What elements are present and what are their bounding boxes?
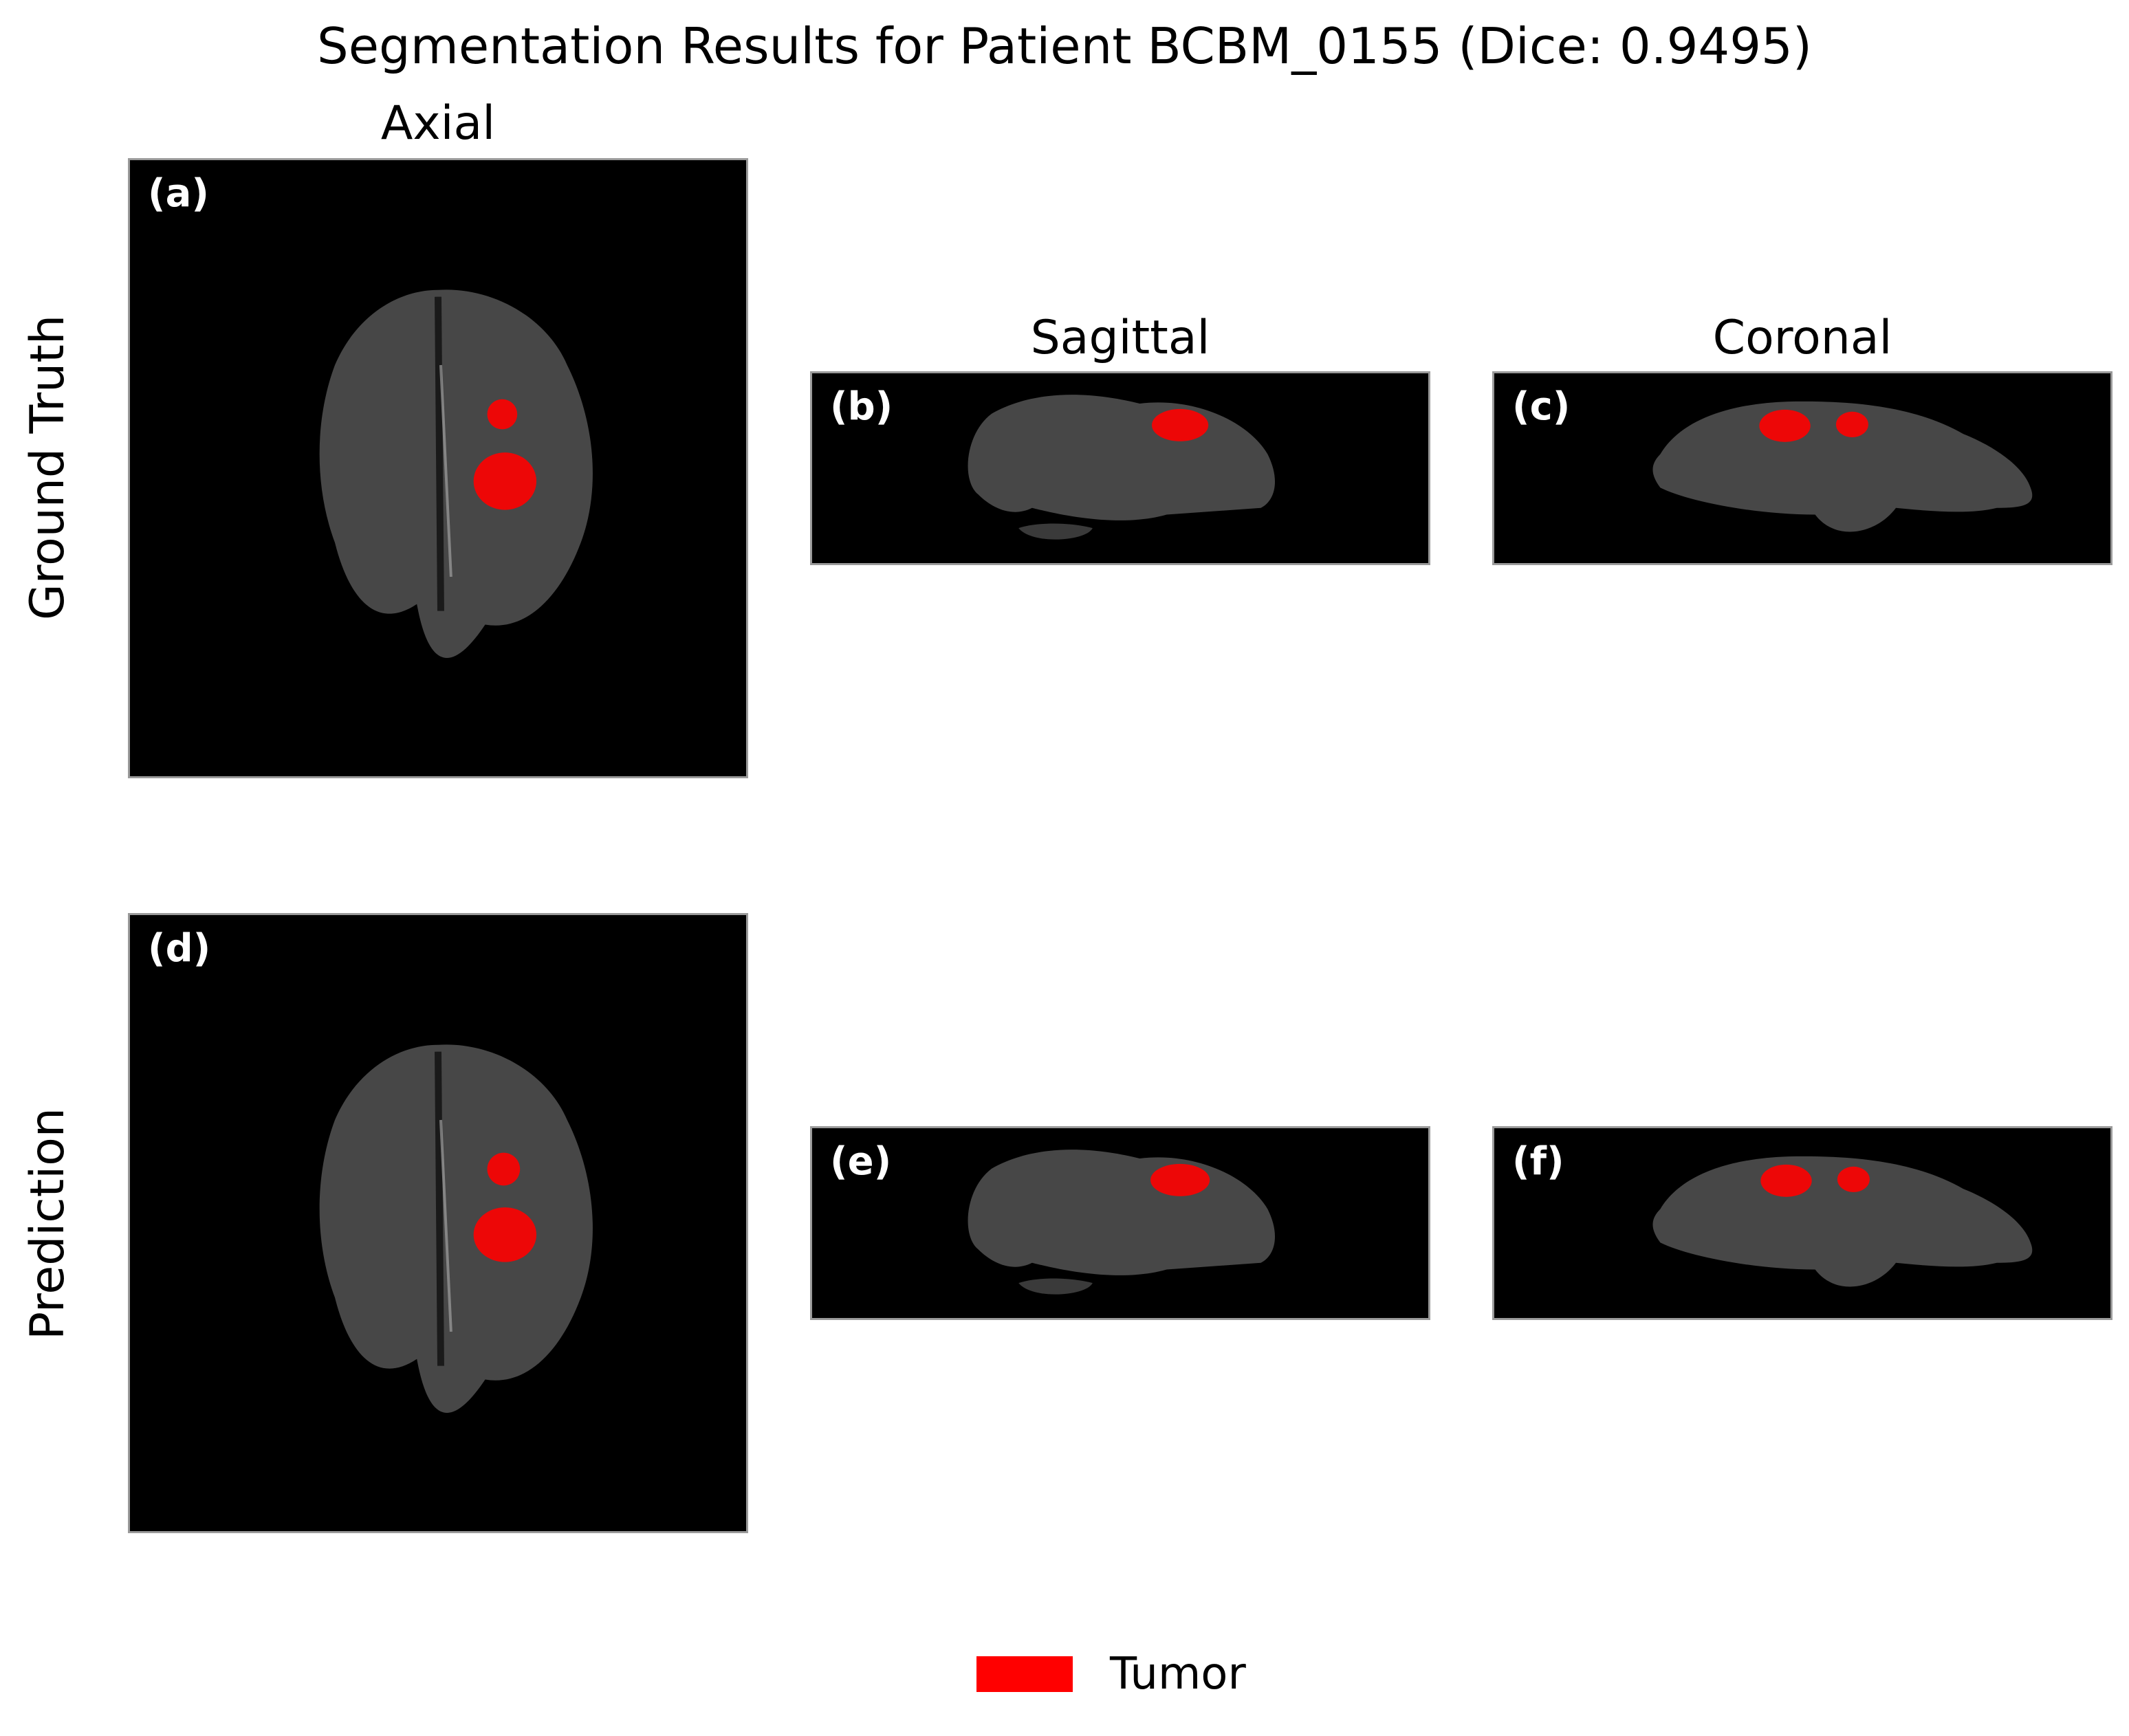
row-label-prediction: Prediction: [21, 1108, 75, 1340]
coronal-brain-image: [1652, 401, 2033, 532]
sagittal-brain-image: [968, 1150, 1276, 1295]
panel-label: (d): [148, 926, 211, 971]
brain-tissue: [319, 289, 593, 658]
tumor-region: [473, 1207, 537, 1262]
brain-tissue: [1652, 1156, 2033, 1287]
brain-tissue: [968, 395, 1276, 520]
tumor-region: [1150, 1163, 1210, 1196]
axial-brain-image: [319, 289, 593, 658]
axial-brain-image: [319, 1044, 593, 1413]
column-title-axial: Axial: [380, 96, 496, 151]
column-title-coronal: Coronal: [1712, 311, 1892, 365]
panel-label: (b): [830, 384, 893, 429]
tumor-region: [1837, 1166, 1870, 1192]
figure-title: Segmentation Results for Patient BCBM_01…: [317, 17, 1812, 75]
tumor-region: [1759, 409, 1811, 442]
tumor-region: [1152, 408, 1209, 441]
sagittal-brain-image: [968, 395, 1276, 540]
legend-label-tumor: Tumor: [1110, 1649, 1246, 1700]
column-title-sagittal: Sagittal: [1030, 311, 1210, 365]
tumor-region: [1835, 411, 1868, 437]
tumor-region: [473, 452, 537, 510]
brain-tissue: [968, 1150, 1276, 1275]
legend-swatch-tumor: [976, 1656, 1073, 1692]
panel-d-axial-prediction: (d): [128, 913, 748, 1533]
coronal-brain-image: [1652, 1156, 2033, 1287]
panel-a-axial-ground-truth: (a): [128, 158, 748, 778]
row-label-ground-truth: Ground Truth: [21, 314, 75, 621]
panel-b-sagittal-ground-truth: (b): [810, 371, 1430, 565]
panel-e-sagittal-prediction: (e): [810, 1126, 1430, 1320]
panel-label: (c): [1512, 384, 1571, 429]
brain-tissue: [319, 1044, 593, 1413]
tumor-region: [487, 1152, 521, 1186]
panel-label: (e): [830, 1139, 892, 1184]
tumor-region: [1760, 1164, 1812, 1197]
panel-c-coronal-ground-truth: (c): [1492, 371, 2112, 565]
legend: Tumor: [976, 1643, 1246, 1705]
tumor-region: [487, 399, 518, 430]
brain-tissue: [1652, 401, 2033, 532]
panel-f-coronal-prediction: (f): [1492, 1126, 2112, 1320]
panel-label: (a): [148, 171, 209, 216]
panel-label: (f): [1512, 1139, 1564, 1184]
